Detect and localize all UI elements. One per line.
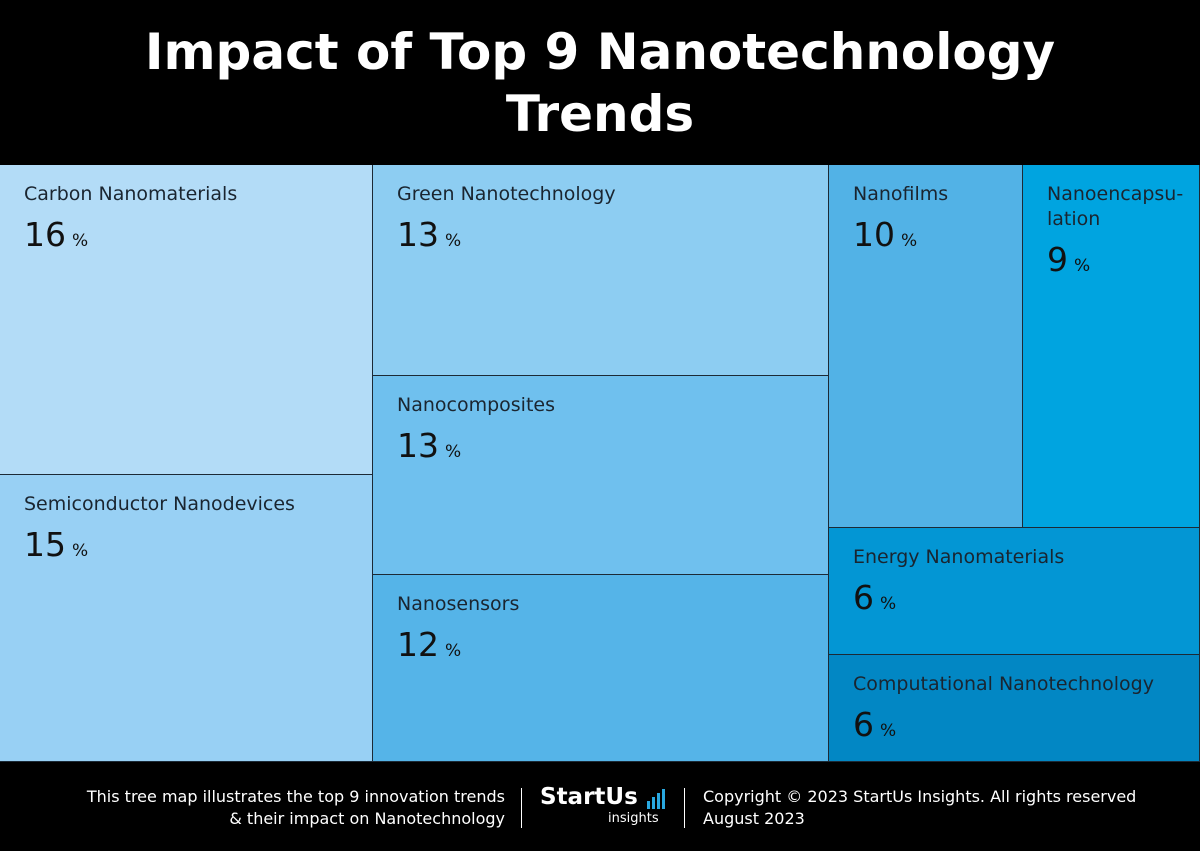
treemap-tile-value: 15% — [24, 525, 88, 564]
treemap-tile-value-unit: % — [445, 442, 462, 462]
chart-title: Impact of Top 9 Nanotechnology Trends — [0, 0, 1200, 165]
treemap-tile-value: 6% — [853, 578, 896, 617]
treemap-tile-value: 13% — [397, 426, 461, 465]
treemap-tile-value-number: 15 — [24, 525, 66, 564]
treemap-tile-value-unit: % — [880, 594, 897, 614]
treemap-tile-value-number: 6 — [853, 578, 874, 617]
treemap-tile-value-number: 12 — [397, 625, 439, 664]
treemap-tile-value-number: 13 — [397, 215, 439, 254]
treemap-tile-value-number: 6 — [853, 705, 874, 744]
treemap-tile: Nanosensors 12% — [373, 575, 829, 762]
treemap-tile-label: Nanosensors — [397, 593, 520, 615]
treemap-tile-label: Nanocomposites — [397, 394, 556, 416]
treemap-tile-label: Nanofilms — [853, 183, 949, 205]
treemap-tile-label: Energy Nanomaterials — [853, 546, 1065, 568]
treemap-tile-value-unit: % — [72, 541, 89, 561]
treemap-tile-value: 9% — [1047, 240, 1090, 279]
treemap-tile-value: 16% — [24, 215, 88, 254]
treemap-tile: Nanoencapsu- lation 9% — [1023, 165, 1200, 528]
footer-description-line2: & their impact on Nanotechnology — [229, 809, 505, 828]
treemap-tile-value: 10% — [853, 215, 917, 254]
treemap-tile-value: 13% — [397, 215, 461, 254]
footer-copyright-block: Copyright © 2023 StartUs Insights. All r… — [703, 786, 1136, 830]
treemap-tile: Carbon Nanomaterials 16% — [0, 165, 373, 475]
treemap-tile-value-unit: % — [1074, 256, 1091, 276]
treemap-tile-value-number: 16 — [24, 215, 66, 254]
treemap-tile-value-number: 10 — [853, 215, 895, 254]
chart-title-text: Impact of Top 9 Nanotechnology Trends — [144, 22, 1056, 143]
footer: This tree map illustrates the top 9 inno… — [0, 762, 1200, 851]
treemap-tile-label: Green Nanotechnology — [397, 183, 616, 205]
logo-subtitle: insights — [608, 811, 659, 826]
treemap-tile-value-unit: % — [880, 721, 897, 741]
treemap-tile-value-unit: % — [901, 231, 918, 251]
footer-copyright: Copyright © 2023 StartUs Insights. All r… — [703, 787, 1137, 806]
treemap-tile-value: 12% — [397, 625, 461, 664]
treemap-tile-value-unit: % — [445, 641, 462, 661]
treemap: Carbon Nanomaterials 16% Semiconductor Nan… — [0, 165, 1200, 762]
treemap-tile-label: Computational Nanotechnology — [853, 673, 1154, 695]
treemap-tile: Green Nanotechnology 13% — [373, 165, 829, 376]
startus-insights-logo: StartUs insights — [540, 784, 670, 834]
treemap-tile: Nanofilms 10% — [829, 165, 1023, 528]
treemap-tile: Semiconductor Nanodevices 15% — [0, 475, 373, 762]
treemap-tile-value-unit: % — [72, 231, 89, 251]
treemap-tile: Nanocomposites 13% — [373, 376, 829, 575]
treemap-tile-label: Semiconductor Nanodevices — [24, 493, 295, 515]
treemap-tile-value-number: 13 — [397, 426, 439, 465]
footer-divider-left — [521, 788, 522, 828]
footer-description: This tree map illustrates the top 9 inno… — [87, 786, 505, 830]
footer-date: August 2023 — [703, 809, 805, 828]
treemap-tile: Energy Nanomaterials 6% — [829, 528, 1200, 655]
logo-wordmark: StartUs — [540, 784, 638, 810]
footer-description-line1: This tree map illustrates the top 9 inno… — [86, 787, 505, 806]
treemap-tile-value-unit: % — [445, 231, 462, 251]
treemap-tile-value: 6% — [853, 705, 896, 744]
treemap-tile-value-number: 9 — [1047, 240, 1068, 279]
treemap-tile: Computational Nanotechnology 6% — [829, 655, 1200, 762]
treemap-tile-label: Carbon Nanomaterials — [24, 183, 238, 205]
treemap-tile-label: Nanoencapsu- lation — [1047, 183, 1184, 230]
footer-divider-right — [684, 788, 685, 828]
